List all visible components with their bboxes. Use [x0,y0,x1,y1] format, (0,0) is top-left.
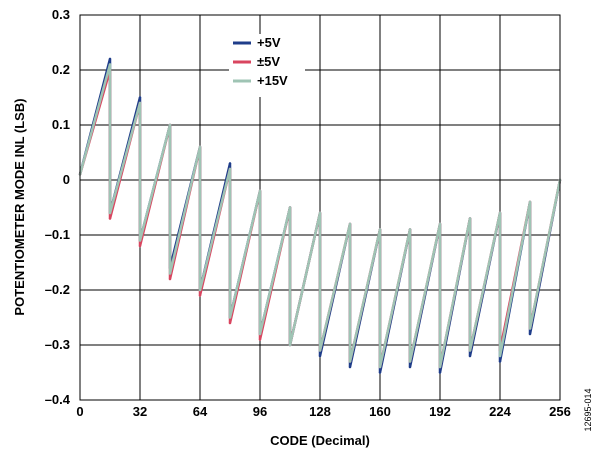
data-point [108,63,112,66]
x-tick-label: 32 [133,404,147,419]
data-point [378,371,382,374]
plot-frame [79,14,561,401]
y-axis-title: POTENTIOMETER MODE INL (LSB) [12,98,27,315]
data-point [168,272,172,275]
data-point [438,222,442,226]
legend: +5V ±5V +15V [229,34,305,97]
x-tick-labels: 0 32 64 96 128 160 192 224 256 [76,404,570,419]
data-point [228,167,232,171]
data-point [138,96,142,99]
series-line [78,63,562,369]
x-tick-label: 160 [369,404,391,419]
data-point [108,211,112,215]
data-point [378,365,382,369]
y-tick-label: 0.2 [52,62,70,77]
data-point [498,354,502,358]
data-point [528,327,532,330]
series-layer [78,57,562,374]
data-point [498,360,502,363]
data-point [198,294,202,297]
x-tick-label: 224 [489,404,511,419]
x-tick-label: 256 [549,404,571,419]
data-point [258,332,262,336]
y-tick-label: –0.1 [45,227,70,242]
legend-label: +15V [257,73,288,88]
data-point [228,321,232,325]
y-tick-labels: 0.3 0.2 0.1 0 –0.1 –0.2 –0.3 –0.4 [45,7,71,407]
data-point [468,217,472,220]
x-tick-label: 128 [309,404,331,419]
data-point [108,217,112,220]
data-point [138,101,142,105]
data-point [528,332,532,336]
data-point [348,222,352,226]
data-point [498,211,502,215]
data-point [168,123,172,127]
data-point [318,349,322,352]
data-point [318,354,322,358]
data-point [468,349,472,352]
x-tick-label: 96 [253,404,267,419]
y-tick-label: 0.3 [52,7,70,22]
data-point [528,200,532,204]
y-tick-label: –0.3 [45,337,70,352]
data-point [138,244,142,248]
data-point [318,211,322,215]
data-point [468,354,472,358]
data-point [258,189,262,193]
data-point [138,239,142,242]
legend-label: ±5V [257,54,280,69]
data-point [288,206,292,209]
data-point [228,316,232,319]
y-tick-label: 0 [63,172,70,187]
data-point [198,145,202,149]
x-tick-label: 64 [193,404,208,419]
y-tick-label: 0.1 [52,117,70,132]
data-point [348,360,352,363]
x-axis-title: CODE (Decimal) [270,433,370,448]
y-tick-label: –0.2 [45,282,70,297]
data-point [408,365,412,369]
data-point [408,360,412,363]
legend-label: +5V [257,35,281,50]
data-point [288,343,292,347]
data-point [438,365,442,369]
data-point [168,277,172,281]
data-point [378,228,382,231]
data-point [228,162,232,165]
x-tick-label: 192 [429,404,451,419]
data-point [438,371,442,374]
data-point [108,57,112,61]
data-point [348,365,352,369]
data-point [408,228,412,231]
y-tick-label: –0.4 [45,392,71,407]
figure-id: 12695-014 [583,388,593,431]
x-tick-label: 0 [76,404,83,419]
data-point [198,288,202,292]
data-point [258,338,262,341]
